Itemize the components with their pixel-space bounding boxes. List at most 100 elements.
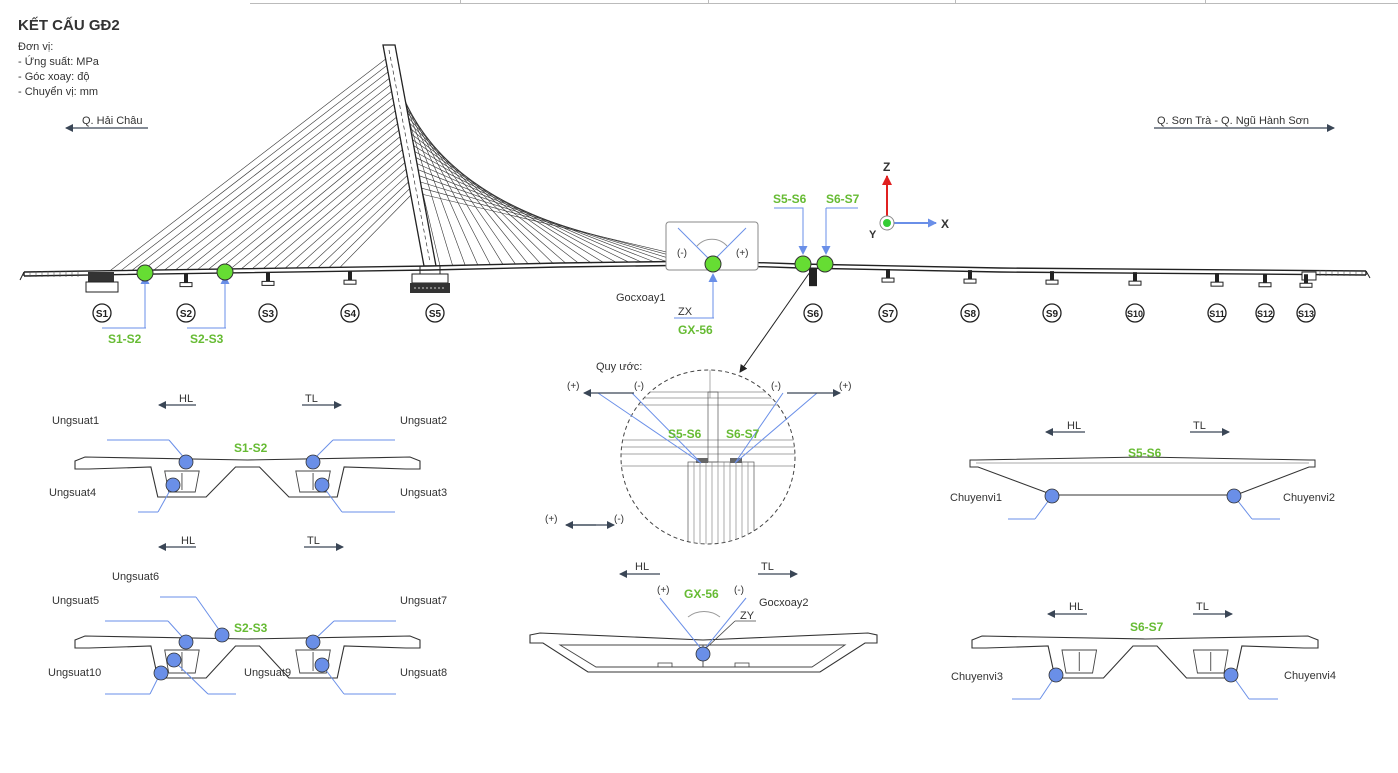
gx56-plus: (+): [657, 585, 670, 596]
pier-S7: [886, 269, 890, 279]
support-S4: S4: [340, 303, 360, 323]
stress-7: Ungsuat7: [400, 595, 447, 607]
disp-2: Chuyenvi2: [1283, 492, 1335, 504]
units-stress: - Ứng suất: MPa: [18, 56, 99, 68]
stress-8: Ungsuat8: [400, 667, 447, 679]
stress-4: Ungsuat4: [49, 487, 96, 499]
marker-gx56-label: GX-56: [678, 323, 713, 337]
support-label: S10: [1127, 309, 1143, 319]
marker-s2s3-label: S2-S3: [190, 332, 224, 346]
support-S11: S11: [1207, 303, 1227, 323]
support-label: S6: [807, 309, 820, 320]
axis-y-label: Y: [869, 229, 877, 241]
marker-s5s6-point: [794, 255, 812, 273]
rotation-plus: (+): [736, 248, 749, 259]
units-header: Đơn vị:: [18, 41, 54, 53]
axis-x-label: X: [941, 217, 949, 231]
convention-s6s7: S6-S7: [726, 427, 760, 441]
support-label: S5: [429, 309, 442, 320]
support-labels: S1 S2 S3 S4 S5 S6 S7 S8 S9 S10 S11 S12 S13: [92, 303, 1316, 323]
units-rotation: - Góc xoay: độ: [18, 71, 90, 83]
page-title: KẾT CẤU GĐ2: [18, 17, 120, 34]
marker-s6s7-label: S6-S7: [826, 192, 860, 206]
rotation-minus: (-): [677, 248, 687, 259]
support-label: S3: [262, 309, 275, 320]
s6s7-tl: TL: [1196, 601, 1209, 613]
s2s3-tl: TL: [307, 535, 320, 547]
pier-S8: [968, 270, 972, 280]
support-label: S4: [344, 309, 357, 320]
convention-minus-left: (-): [634, 381, 644, 392]
direction-right: Q. Sơn Trà - Q. Ngũ Hành Sơn: [1154, 115, 1335, 132]
pier-S3: [266, 272, 270, 282]
s1s2-tl: TL: [305, 393, 318, 405]
axes-gizmo: Z X Y: [869, 160, 949, 241]
marker-s1s2-point: [136, 264, 154, 282]
section-gx56: HL TL GX-56 (+) (-) Gocxoay2 ZY: [529, 561, 878, 673]
pylon: [382, 44, 450, 293]
s2s3-title: S2-S3: [234, 621, 268, 635]
disp-3: Chuyenvi3: [951, 671, 1003, 683]
pier-S10: [1133, 272, 1137, 282]
s5s6-tl: TL: [1193, 420, 1206, 432]
disp-4: Chuyenvi4: [1284, 670, 1336, 682]
stress-2: Ungsuat2: [400, 415, 447, 427]
s6s7-title: S6-S7: [1130, 620, 1164, 634]
marker-zx-label: ZX: [678, 306, 693, 318]
marker-gx56-point: [704, 255, 722, 273]
pier-S11: [1215, 273, 1219, 283]
stress-5: Ungsuat5: [52, 595, 99, 607]
s5s6-hl: HL: [1067, 420, 1081, 432]
rotation-box: (-) (+): [665, 221, 759, 271]
convention-arrow-plus: (+): [545, 514, 558, 525]
marker-gocxoay1-label: Gocxoay1: [616, 292, 666, 304]
s1s2-hl: HL: [179, 393, 193, 405]
marker-s2s3-point: [216, 263, 234, 281]
support-S13: S13: [1296, 303, 1316, 323]
gx56-tl: TL: [761, 561, 774, 573]
convention-detail: Quy ước:: [545, 361, 852, 545]
convention-plus-right: (+): [839, 381, 852, 392]
pier-S2: [184, 273, 188, 283]
convention-title: Quy ước:: [596, 361, 642, 373]
s5s6-title: S5-S6: [1128, 446, 1162, 460]
pier-S13: [1304, 274, 1308, 284]
section-s1s2: HL TL S1-S2 Ungsuat1 Ungsuat2 Ungsuat4 U…: [49, 393, 447, 513]
support-label: S7: [882, 309, 895, 320]
support-S2: S2: [176, 303, 196, 323]
zy-label: ZY: [740, 610, 755, 622]
gocxoay2-label: Gocxoay2: [759, 597, 809, 609]
support-label: S8: [964, 309, 977, 320]
elevation-markers: S1-S2 S2-S3 ZX GX-56 Gocxoay1 S5-S6 S6-S…: [102, 192, 860, 373]
stress-1: Ungsuat1: [52, 415, 99, 427]
disp-1: Chuyenvi1: [950, 492, 1002, 504]
pier-S6: [809, 268, 817, 287]
stress-6: Ungsuat6: [112, 571, 159, 583]
support-S5: S5: [425, 303, 445, 323]
section-s2s3: HL TL S2-S3 Ungsuat6 Ungsuat5 Ungsuat7 U…: [48, 535, 447, 695]
s6s7-hl: HL: [1069, 601, 1083, 613]
marker-s1s2-label: S1-S2: [108, 332, 142, 346]
units-displacement: - Chuyển vị: mm: [18, 86, 99, 98]
s1s2-title: S1-S2: [234, 441, 268, 455]
support-label: S11: [1209, 309, 1225, 319]
support-label: S2: [180, 309, 193, 320]
support-S6: S6: [803, 303, 823, 323]
support-S7: S7: [878, 303, 898, 323]
pier-S12: [1263, 273, 1267, 283]
convention-plus-left: (+): [567, 381, 580, 392]
stress-3: Ungsuat3: [400, 487, 447, 499]
convention-arrow-minus: (-): [614, 514, 624, 525]
section-s6s7: HL TL S6-S7 Chuyenvi3 Chuyenvi4: [951, 601, 1336, 700]
support-S8: S8: [960, 303, 980, 323]
support-label: S1: [96, 309, 109, 320]
gx56-minus: (-): [734, 585, 744, 596]
gx56-title: GX-56: [684, 587, 719, 601]
axis-z-label: Z: [883, 160, 890, 174]
marker-s5s6-label: S5-S6: [773, 192, 807, 206]
top-border: [250, 0, 1398, 4]
support-label: S13: [1298, 309, 1314, 319]
section-s5s6: HL TL S5-S6 Chuyenvi1 Chuyenvi2: [950, 420, 1335, 520]
support-S10: S10: [1125, 303, 1145, 323]
